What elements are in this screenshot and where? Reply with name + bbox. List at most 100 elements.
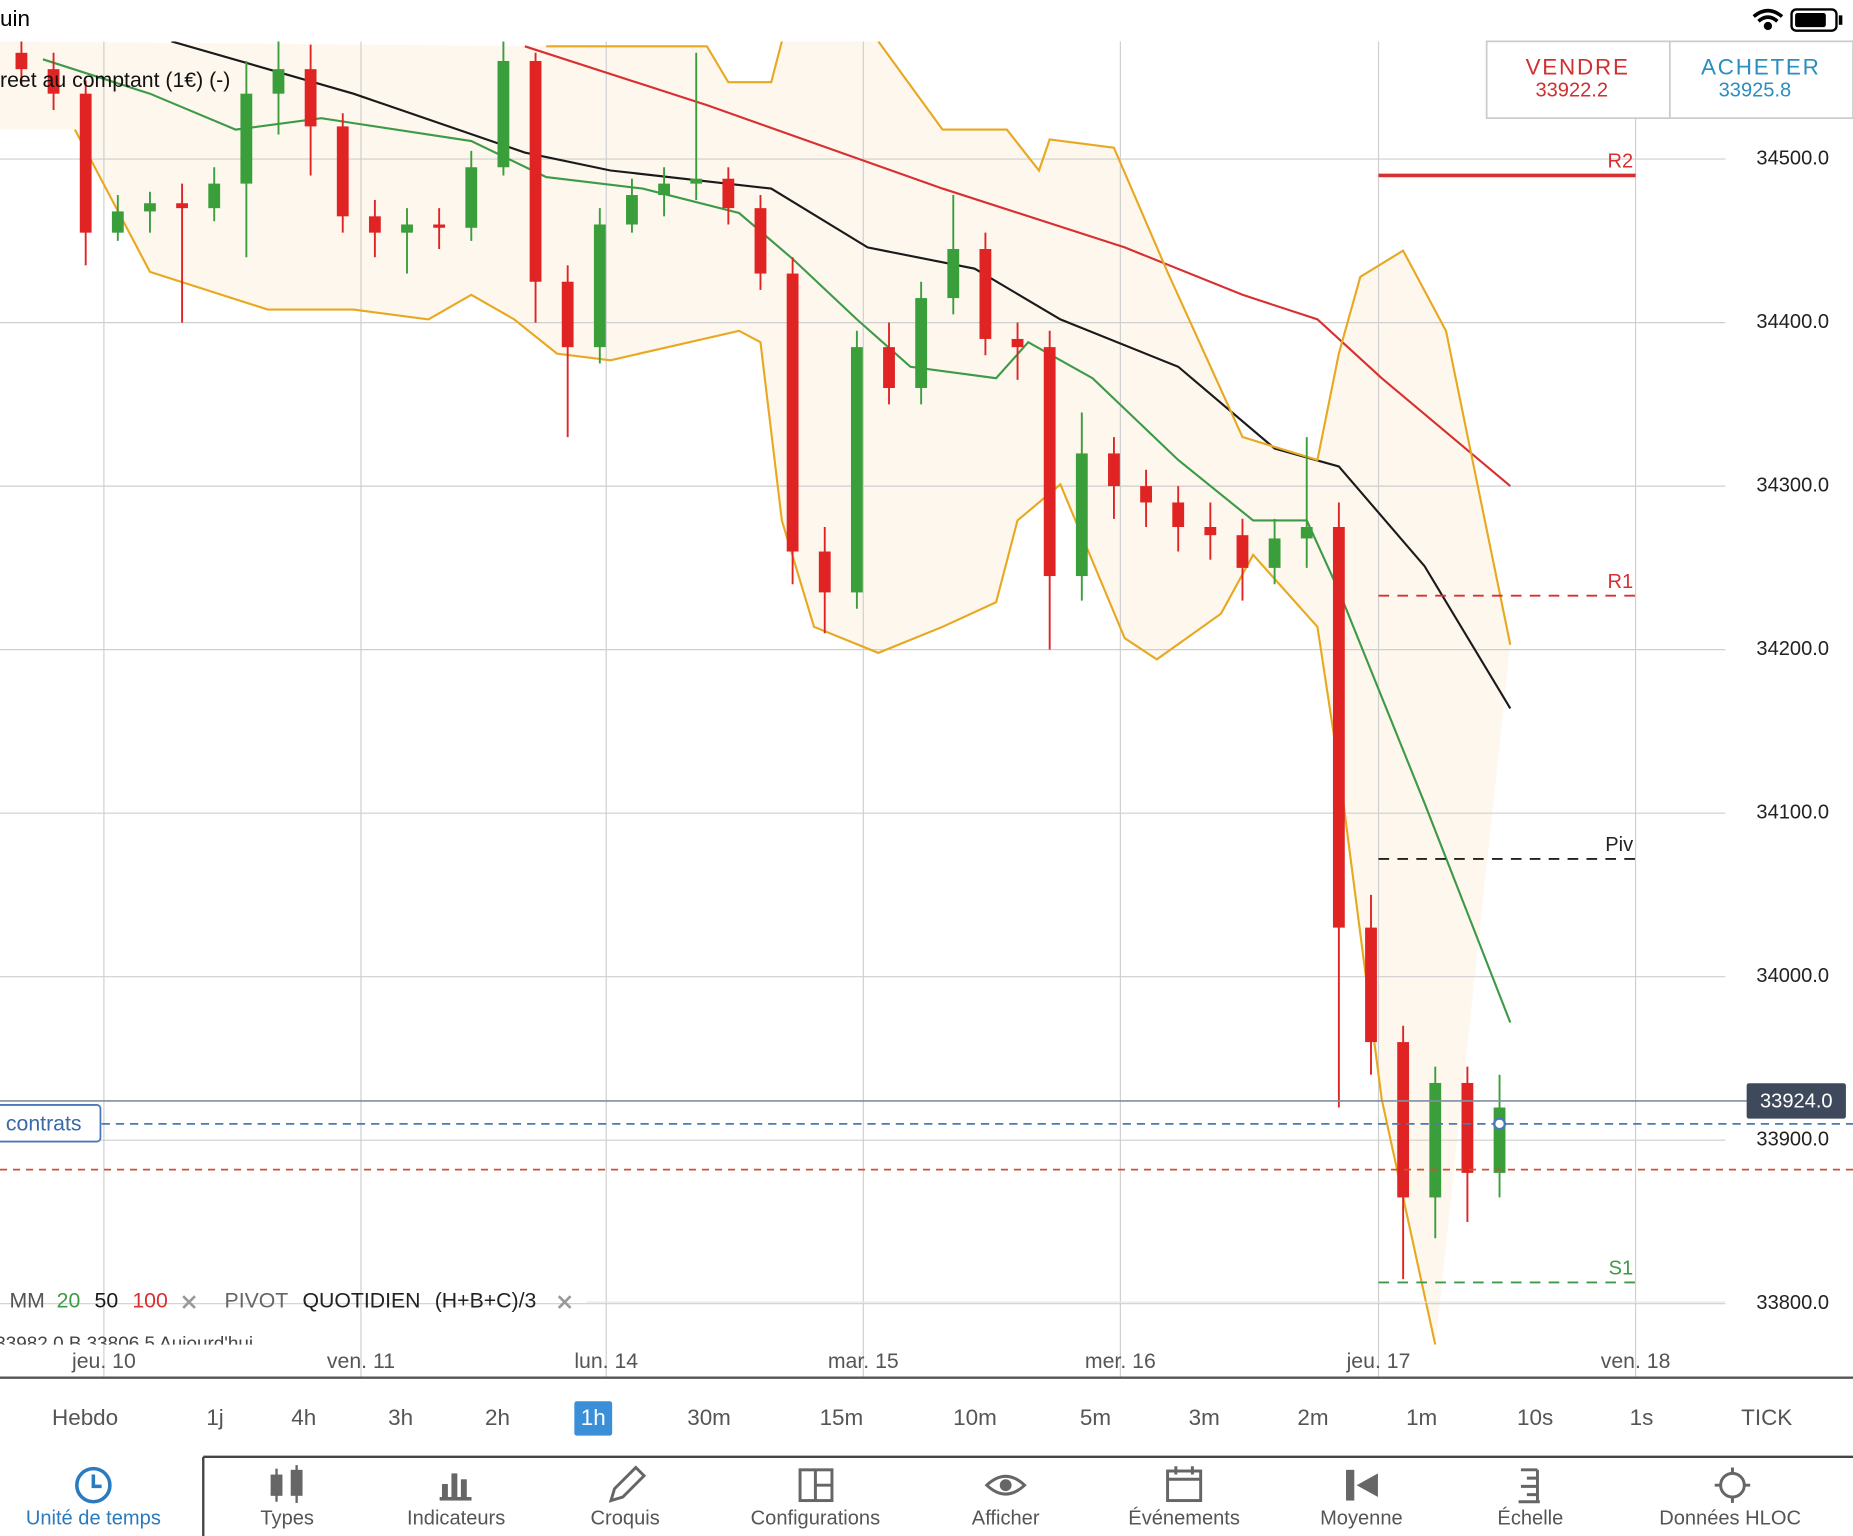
tab-button[interactable]: Afficher xyxy=(972,1508,1040,1530)
candle-body xyxy=(144,203,156,212)
overlay-layer: R2 R1 Piv S1 contrats 33924.0 xyxy=(0,151,1853,1284)
timeframe-button[interactable]: Hebdo xyxy=(52,1405,118,1430)
timeframe-button[interactable]: 2m xyxy=(1297,1405,1328,1430)
candle-body xyxy=(1429,1082,1442,1198)
timeframe-button[interactable]: 1m xyxy=(1406,1405,1437,1430)
candle-body xyxy=(111,211,124,233)
pivot-label: R1 xyxy=(1608,571,1634,593)
timeframe-button[interactable]: 1j xyxy=(206,1405,223,1430)
position-label[interactable]: contrats xyxy=(6,1112,82,1136)
candle-body xyxy=(1365,927,1377,1043)
timeframe-button[interactable]: 10s xyxy=(1517,1405,1553,1430)
pivot-legend-entry: QUOTIDIEN xyxy=(302,1289,420,1313)
pivot-label: Piv xyxy=(1605,834,1633,856)
y-tick-label: 34000.0 xyxy=(1756,965,1829,987)
pivot-label: S1 xyxy=(1609,1258,1634,1280)
candle-body xyxy=(1332,527,1345,928)
candle-body xyxy=(1268,538,1281,568)
candle-body xyxy=(915,298,928,389)
tab-button[interactable]: Événements xyxy=(1128,1507,1240,1530)
sell-price[interactable]: 33922.2 xyxy=(1535,79,1608,101)
candle-body xyxy=(1204,527,1217,536)
sketch-icon xyxy=(608,1465,647,1503)
candle-body xyxy=(883,347,895,389)
y-tick-label: 33800.0 xyxy=(1756,1292,1829,1314)
candle-body xyxy=(1493,1107,1506,1173)
tab-button[interactable]: Types xyxy=(260,1508,314,1530)
buy-price[interactable]: 33925.8 xyxy=(1719,79,1792,101)
timeframe-selected[interactable] xyxy=(574,1401,613,1436)
timeframe-button[interactable]: 3h xyxy=(388,1405,413,1430)
indicator-line xyxy=(171,41,1512,709)
band-layer xyxy=(0,41,1511,1345)
instrument-name: reet au comptant (1€) (-) xyxy=(0,68,230,92)
timeframe-button[interactable]: 10m xyxy=(953,1405,997,1430)
wifi-icon xyxy=(1752,8,1784,31)
quote-box: VENDRE 33922.2 ACHETER 33925.8 xyxy=(1485,40,1853,120)
x-tick-label: ven. 18 xyxy=(1601,1349,1671,1373)
events-icon xyxy=(1166,1466,1203,1503)
timeframe-button[interactable]: 30m xyxy=(687,1405,731,1430)
candle-layer xyxy=(15,41,1506,1280)
x-tick-label: jeu. 10 xyxy=(71,1349,136,1373)
candle-body xyxy=(1108,453,1120,487)
candle-body xyxy=(368,216,381,233)
candle-body xyxy=(304,69,317,127)
tab-button[interactable]: Croquis xyxy=(591,1508,660,1530)
tab-button[interactable]: Données HLOC xyxy=(1659,1508,1801,1530)
config-icon xyxy=(798,1468,834,1503)
candle-body xyxy=(336,126,349,217)
tab-bar: Unité de temps Types Indicateurs Croquis Con… xyxy=(26,1465,1801,1530)
candle-body xyxy=(947,249,960,299)
timeframe-button[interactable]: 5m xyxy=(1080,1405,1111,1430)
timeframe-button[interactable]: 1h xyxy=(581,1405,606,1430)
y-tick-label: 34100.0 xyxy=(1756,801,1829,823)
timeframe-button[interactable]: TICK xyxy=(1741,1405,1792,1430)
timeframe-button[interactable]: 15m xyxy=(820,1405,864,1430)
candle-body xyxy=(401,224,413,233)
indicator-line xyxy=(546,41,1512,645)
candle-body xyxy=(465,167,478,228)
tab-button[interactable]: Échelle xyxy=(1497,1507,1563,1530)
sell-label[interactable]: VENDRE xyxy=(1526,54,1630,79)
legend-entry: 100 xyxy=(132,1289,167,1313)
x-tick-label: jeu. 17 xyxy=(1346,1349,1411,1373)
tab-button[interactable]: Moyenne xyxy=(1320,1508,1403,1530)
tab-button[interactable]: Indicateurs xyxy=(407,1508,505,1530)
remove-ma[interactable] xyxy=(182,1295,196,1309)
candle-body xyxy=(1140,486,1152,503)
tab-button[interactable]: Unité de temps xyxy=(26,1508,161,1530)
indicators-icon xyxy=(439,1473,472,1501)
candle-body xyxy=(272,69,285,94)
legend-title: MM xyxy=(9,1289,44,1313)
pivot-legend-entry: PIVOT xyxy=(225,1289,289,1313)
candle-body xyxy=(1172,502,1185,528)
candle-body xyxy=(208,183,221,209)
candle-body xyxy=(1461,1082,1474,1173)
position-tag[interactable] xyxy=(0,1104,102,1143)
y-tick-label: 34300.0 xyxy=(1756,474,1829,496)
hloc-icon xyxy=(1714,1467,1751,1503)
candle-body xyxy=(690,178,703,184)
timeframe-button[interactable]: 2h xyxy=(485,1405,510,1430)
buy-label[interactable]: ACHETER xyxy=(1701,54,1821,79)
remove-pivot[interactable] xyxy=(557,1295,572,1309)
timeframe-button[interactable]: 4h xyxy=(291,1405,316,1430)
candle-body xyxy=(47,69,60,94)
tab-button[interactable]: Configurations xyxy=(751,1508,880,1530)
candle-body xyxy=(176,203,188,209)
candle-body xyxy=(79,93,92,233)
x-tick-label: lun. 14 xyxy=(574,1349,638,1373)
candle-body xyxy=(497,60,510,168)
position-handle[interactable] xyxy=(1493,1117,1507,1131)
x-tick-label: ven. 11 xyxy=(327,1349,395,1373)
scale-icon xyxy=(1518,1468,1540,1504)
candle-body xyxy=(979,249,992,339)
candle-body xyxy=(658,183,670,196)
timeframe-button[interactable]: 3m xyxy=(1189,1405,1220,1430)
timeframe-button[interactable]: 1s xyxy=(1630,1405,1654,1430)
indicator-line xyxy=(42,58,1512,1023)
average-icon xyxy=(1346,1469,1378,1501)
current-price-tag xyxy=(1746,1083,1846,1119)
